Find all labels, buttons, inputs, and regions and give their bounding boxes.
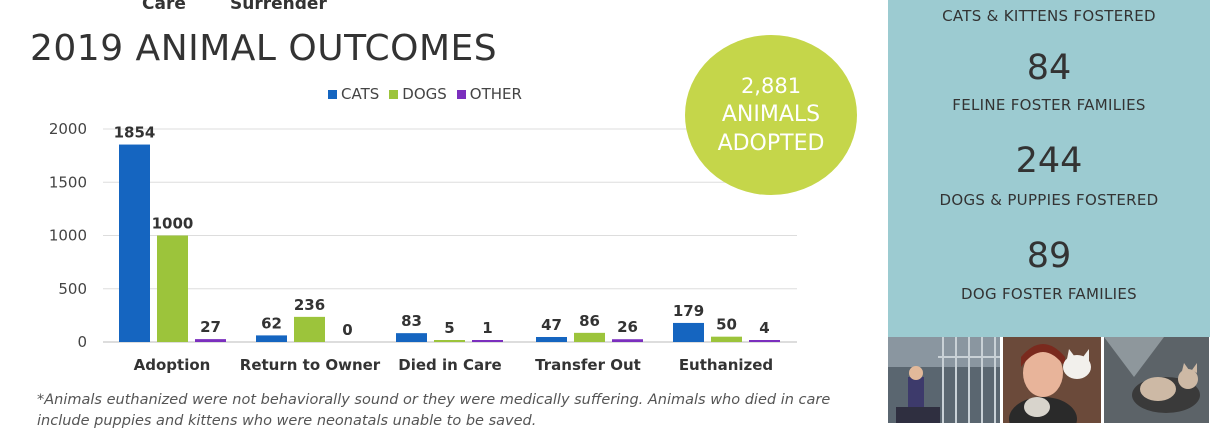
x-tick-label-4: Euthanized [679,356,773,374]
data-label-dogs-2: 5 [444,319,454,337]
data-label-dogs-4: 50 [716,316,737,334]
stat-label-feline-families: FELINE FOSTER FAMILIES [952,96,1146,114]
legend-label-cats: CATS [341,85,380,103]
legend-swatch-dogs [389,89,399,99]
bar-other-4 [749,340,780,342]
bar-cats-3 [536,336,567,342]
bar-cats-0 [119,144,150,342]
chart-legend: CATS DOGS OTHER [328,85,522,103]
legend-label-other: OTHER [469,85,522,103]
legend-label-dogs: DOGS [402,85,447,103]
legend-item-other: OTHER [456,85,522,103]
page-title: 2019 ANIMAL OUTCOMES [30,28,498,69]
bar-other-2 [472,340,503,342]
x-tick-label-2: Died in Care [398,356,501,374]
adopted-count: 2,881 [740,74,802,98]
y-tick-label-500: 500 [58,280,87,298]
data-label-dogs-0: 1000 [152,215,194,233]
bar-dogs-3 [574,332,605,342]
data-label-cats-2: 83 [401,312,422,330]
data-label-dogs-3: 86 [579,312,600,330]
bar-dogs-1 [294,316,325,342]
x-tick-label-1: Return to Owner [240,356,381,374]
woman-with-kittens-photo [1003,337,1101,423]
stat-number-dogs-fostered: 244 [1015,141,1083,181]
bar-dogs-2 [434,340,465,342]
header-fragment-care: Care [142,0,186,14]
data-label-other-1: 0 [342,321,352,339]
bar-cats-2 [396,333,427,342]
data-label-other-3: 26 [617,318,638,336]
data-label-other-0: 27 [200,318,221,336]
stat-label-dogs-fostered: DOGS & PUPPIES FOSTERED [939,191,1159,209]
legend-item-cats: CATS [328,85,379,103]
data-label-cats-0: 1854 [114,124,156,142]
header-fragment-surrender: Surrender [230,0,327,14]
data-label-cats-4: 179 [673,302,704,320]
stat-label-dog-families: DOG FOSTER FAMILIES [961,285,1137,303]
x-tick-label-3: Transfer Out [535,356,641,374]
x-tick-label-0: Adoption [134,356,211,374]
legend-swatch-cats [328,89,337,99]
shelter-kennel-photo [888,337,1000,423]
bar-dogs-4 [711,336,742,342]
bar-cats-4 [673,322,704,342]
data-label-other-4: 4 [759,319,769,337]
y-tick-label-1000: 1000 [49,227,87,245]
stat-label-cats-fostered: CATS & KITTENS FOSTERED [942,7,1156,25]
adopted-label-line2: ADOPTED [717,131,825,156]
cat-lounging-photo [1104,337,1209,423]
legend-item-dogs: DOGS [389,85,447,103]
legend-swatch-other [456,89,466,99]
bar-dogs-0 [157,235,188,342]
adopted-label-line1: ANIMALS [721,102,821,127]
data-label-other-2: 1 [482,319,492,337]
data-label-cats-3: 47 [541,316,562,334]
photo-strip [888,337,1210,423]
y-tick-label-1500: 1500 [49,173,87,191]
data-label-cats-1: 62 [261,314,282,332]
y-tick-label-0: 0 [77,333,87,351]
data-label-dogs-1: 236 [294,296,325,314]
foster-stats-panel: CATS & KITTENS FOSTERED 84 FELINE FOSTER… [888,0,1210,337]
header-fragment: Care Surrender [0,0,880,24]
chart-footnote: *Animals euthanized were not behaviorall… [37,392,831,429]
bar-other-0 [195,339,226,342]
outcomes-bar-chart: 0 500 1000 1500 2000 1854 1000 27 Adoption 62 236 0… [49,120,797,374]
bar-cats-1 [256,335,287,342]
stat-number-dog-families: 89 [1026,236,1072,276]
adopted-badge: 2,881 ANIMALS ADOPTED [685,35,857,195]
y-tick-label-2000: 2000 [49,120,87,138]
bar-other-3 [612,339,643,342]
stat-number-feline-families: 84 [1026,48,1072,88]
